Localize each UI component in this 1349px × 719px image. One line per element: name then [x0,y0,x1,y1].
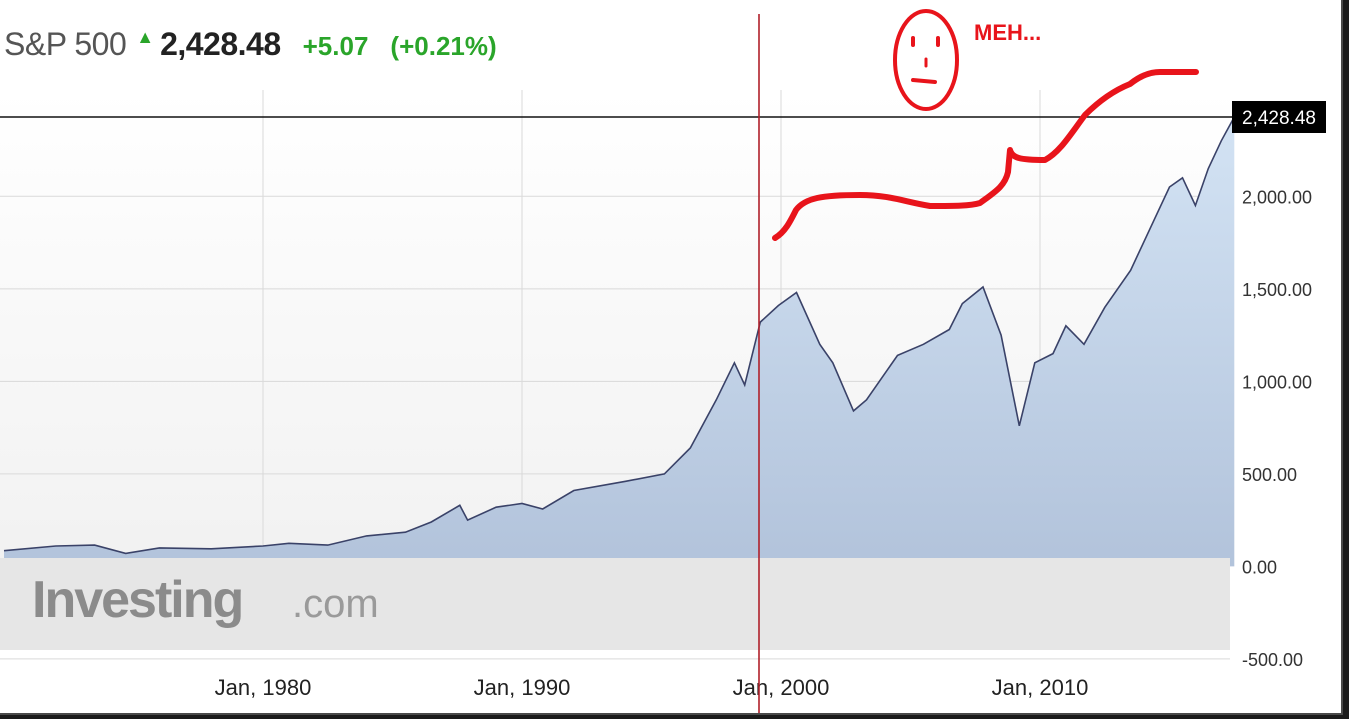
annotation-text: MEH... [974,20,1041,45]
y-axis: 2,000.00 1,500.00 1,000.00 500.00 0.00 -500.0… [1242,187,1312,670]
up-arrow-icon: ▲ [136,27,155,47]
y-tick-label: 2,000.00 [1242,187,1312,207]
optimistic-line [772,69,1199,241]
price-change-percent: (+0.21%) [390,31,497,61]
hand-drawn-annotation: MEH... [772,9,1199,241]
last-price-tag: 2,428.48 [1232,101,1326,133]
x-tick-label: Jan, 1990 [474,675,571,700]
last-price-box [1232,101,1326,133]
face-mouth [911,78,937,84]
y-tick-label: 1,000.00 [1242,372,1312,392]
watermark-brand: Investing [32,571,242,629]
x-tick-label: Jan, 1980 [215,675,312,700]
price-area [4,117,1235,567]
y-tick-label: 0.00 [1242,557,1277,577]
price-line [3,116,1236,555]
y-tick-label: 500.00 [1242,465,1297,485]
quote-header: S&P 500 ▲ 2,428.48 +5.07 (+0.21%) [4,26,497,70]
y-tick-label: -500.00 [1242,650,1303,670]
negative-region [0,558,1230,650]
price-change: +5.07 [302,31,369,61]
y-tick-label: 1,500.00 [1242,280,1312,300]
watermark: Investing .com [32,571,379,629]
last-price: 2,428.48 [160,26,281,62]
watermark-suffix: .com [292,582,379,626]
x-tick-label: Jan, 2010 [992,675,1089,700]
index-name: S&P 500 [4,26,127,62]
x-tick-label: Jan, 2000 [733,675,830,700]
x-axis: Jan, 1980 Jan, 1990 Jan, 2000 Jan, 2010 [215,675,1089,700]
last-price-label: 2,428.48 [1242,108,1316,129]
face-outline [893,9,959,111]
